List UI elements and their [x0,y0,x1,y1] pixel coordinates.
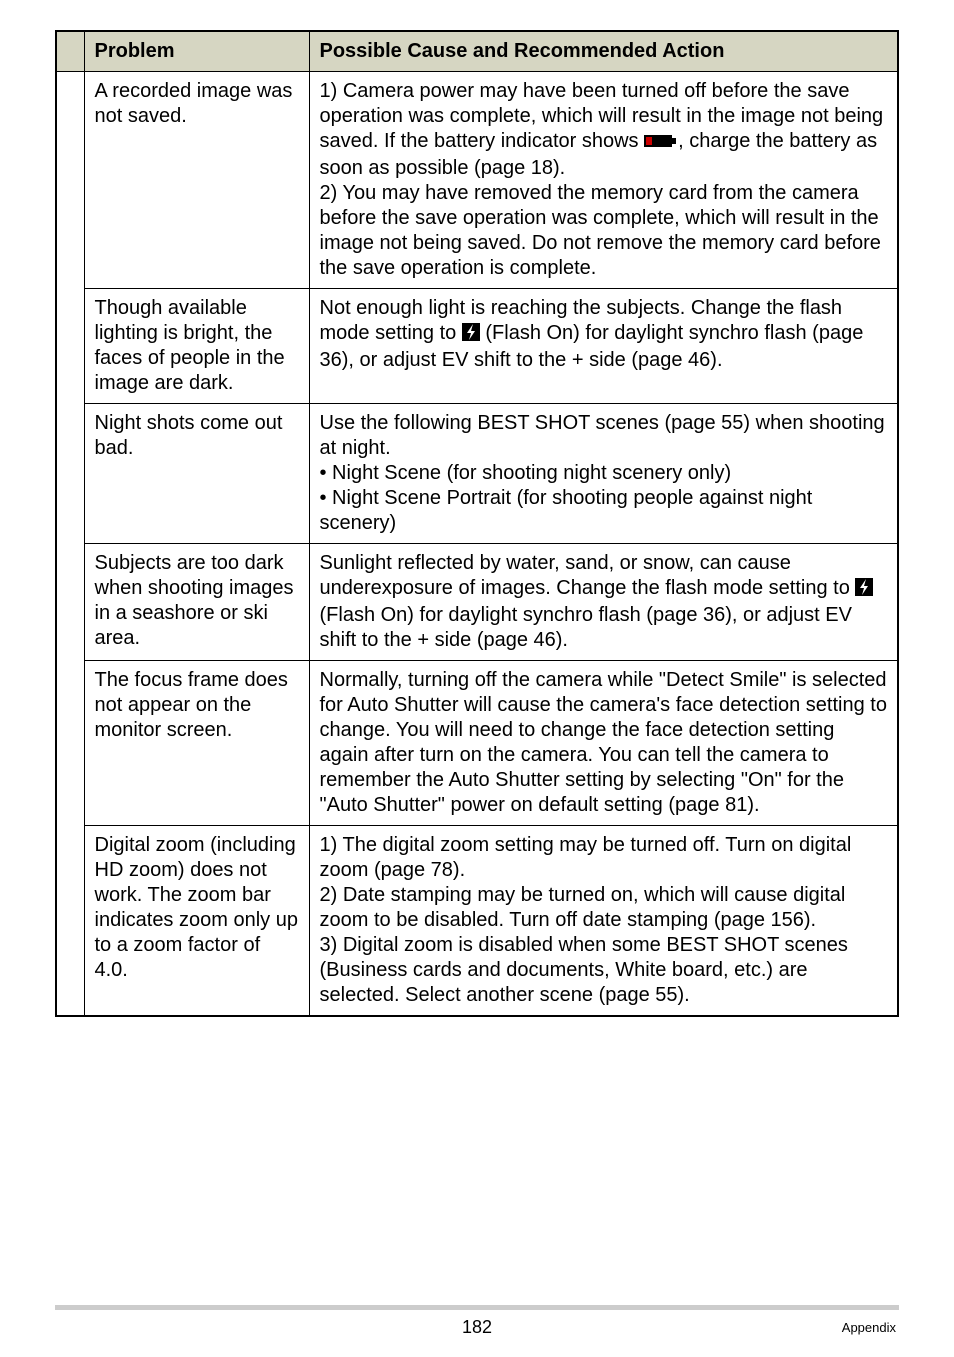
action-cell: Normally, turning off the camera while "… [309,661,898,826]
col-action-header: Possible Cause and Recommended Action [309,31,898,72]
problem-cell: A recorded image was not saved. [84,72,309,289]
action-cell: 1) The digital zoom setting may be turne… [309,826,898,1017]
table-row: The focus frame does not appear on the m… [56,661,898,826]
battery-low-icon [644,131,678,156]
col-problem-header: Problem [84,31,309,72]
troubleshooting-table: Problem Possible Cause and Recommended A… [55,30,899,1017]
action-cell: Sunlight reflected by water, sand, or sn… [309,544,898,661]
table-row: A recorded image was not saved.1) Camera… [56,72,898,289]
table-row: Though available lighting is bright, the… [56,289,898,404]
section-label: Appendix [842,1320,896,1335]
flash-on-icon [855,578,873,603]
action-cell: Use the following BEST SHOT scenes (page… [309,404,898,544]
table-row: Digital zoom (including HD zoom) does no… [56,826,898,1017]
table-body: A recorded image was not saved.1) Camera… [56,72,898,1017]
problem-cell: Subjects are too dark when shooting imag… [84,544,309,661]
table-header-row: Problem Possible Cause and Recommended A… [56,31,898,72]
page-footer: 182 Appendix [0,1305,954,1335]
flash-on-icon [462,323,480,348]
page-number: 182 [0,1317,954,1338]
action-cell: 1) Camera power may have been turned off… [309,72,898,289]
problem-cell: The focus frame does not appear on the m… [84,661,309,826]
problem-cell: Though available lighting is bright, the… [84,289,309,404]
page-container: Problem Possible Cause and Recommended A… [0,0,954,1017]
problem-cell: Night shots come out bad. [84,404,309,544]
table-row: Night shots come out bad.Use the followi… [56,404,898,544]
problem-cell: Digital zoom (including HD zoom) does no… [84,826,309,1017]
table-row: Subjects are too dark when shooting imag… [56,544,898,661]
action-cell: Not enough light is reaching the subject… [309,289,898,404]
footer-divider [55,1305,899,1310]
